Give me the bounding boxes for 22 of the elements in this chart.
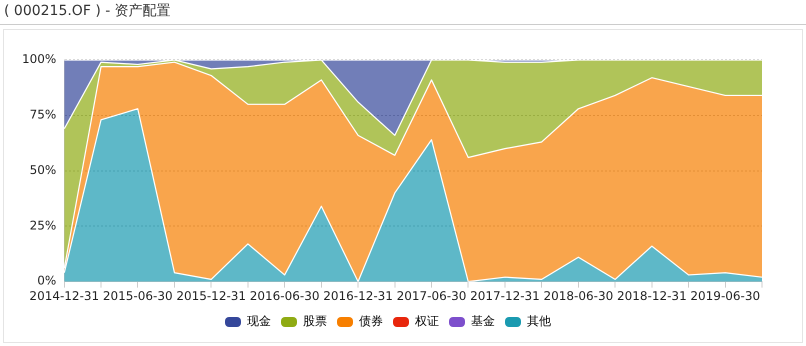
x-tick-label: 2017-06-30 [396, 288, 466, 303]
y-tick-label: 100% [22, 52, 56, 66]
x-tick-label: 2018-12-31 [616, 288, 687, 303]
x-tick-label: 2015-12-31 [176, 288, 246, 303]
x-tick-label: 2018-06-30 [544, 288, 614, 303]
x-tick-label: 2016-06-30 [250, 288, 320, 303]
x-tick-label: 2014-12-31 [29, 288, 100, 303]
legend-label: 基金 [471, 314, 495, 328]
legend-label: 权证 [414, 314, 439, 328]
x-tick-label: 2019-06-30 [690, 288, 760, 303]
x-tick-label: 2015-06-30 [102, 288, 173, 303]
legend-label: 现金 [247, 314, 271, 328]
y-tick-label: 75% [30, 108, 56, 122]
x-tick-label: 2017-12-31 [470, 288, 540, 303]
legend-label: 股票 [303, 314, 327, 328]
y-tick-label: 50% [30, 162, 56, 177]
chart-title: ( 000215.OF ) - 资产配置 [0, 0, 806, 25]
y-tick-label: 0% [37, 274, 56, 288]
legend-label: 其他 [527, 314, 551, 328]
y-tick-label: 25% [30, 218, 56, 232]
x-tick-label: 2016-12-31 [323, 288, 393, 303]
legend-label: 债券 [359, 314, 383, 328]
